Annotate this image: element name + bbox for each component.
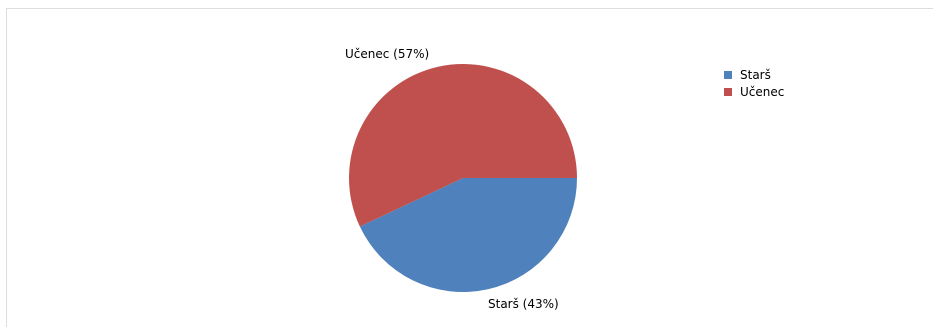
legend-item-stars: Starš bbox=[724, 66, 784, 83]
data-label-stars: Starš (43%) bbox=[488, 297, 559, 311]
legend-swatch-ucenec bbox=[724, 87, 732, 96]
chart-legend: Starš Učenec bbox=[724, 66, 784, 100]
pie-slice-ucenec bbox=[349, 64, 577, 227]
legend-item-ucenec: Učenec bbox=[724, 83, 784, 100]
legend-swatch-stars bbox=[724, 70, 732, 79]
legend-label-stars: Starš bbox=[740, 67, 771, 82]
chart-frame bbox=[6, 8, 933, 327]
legend-label-ucenec: Učenec bbox=[740, 84, 785, 99]
data-label-ucenec: Učenec (57%) bbox=[345, 47, 429, 61]
pie-slice-stars bbox=[359, 178, 577, 293]
